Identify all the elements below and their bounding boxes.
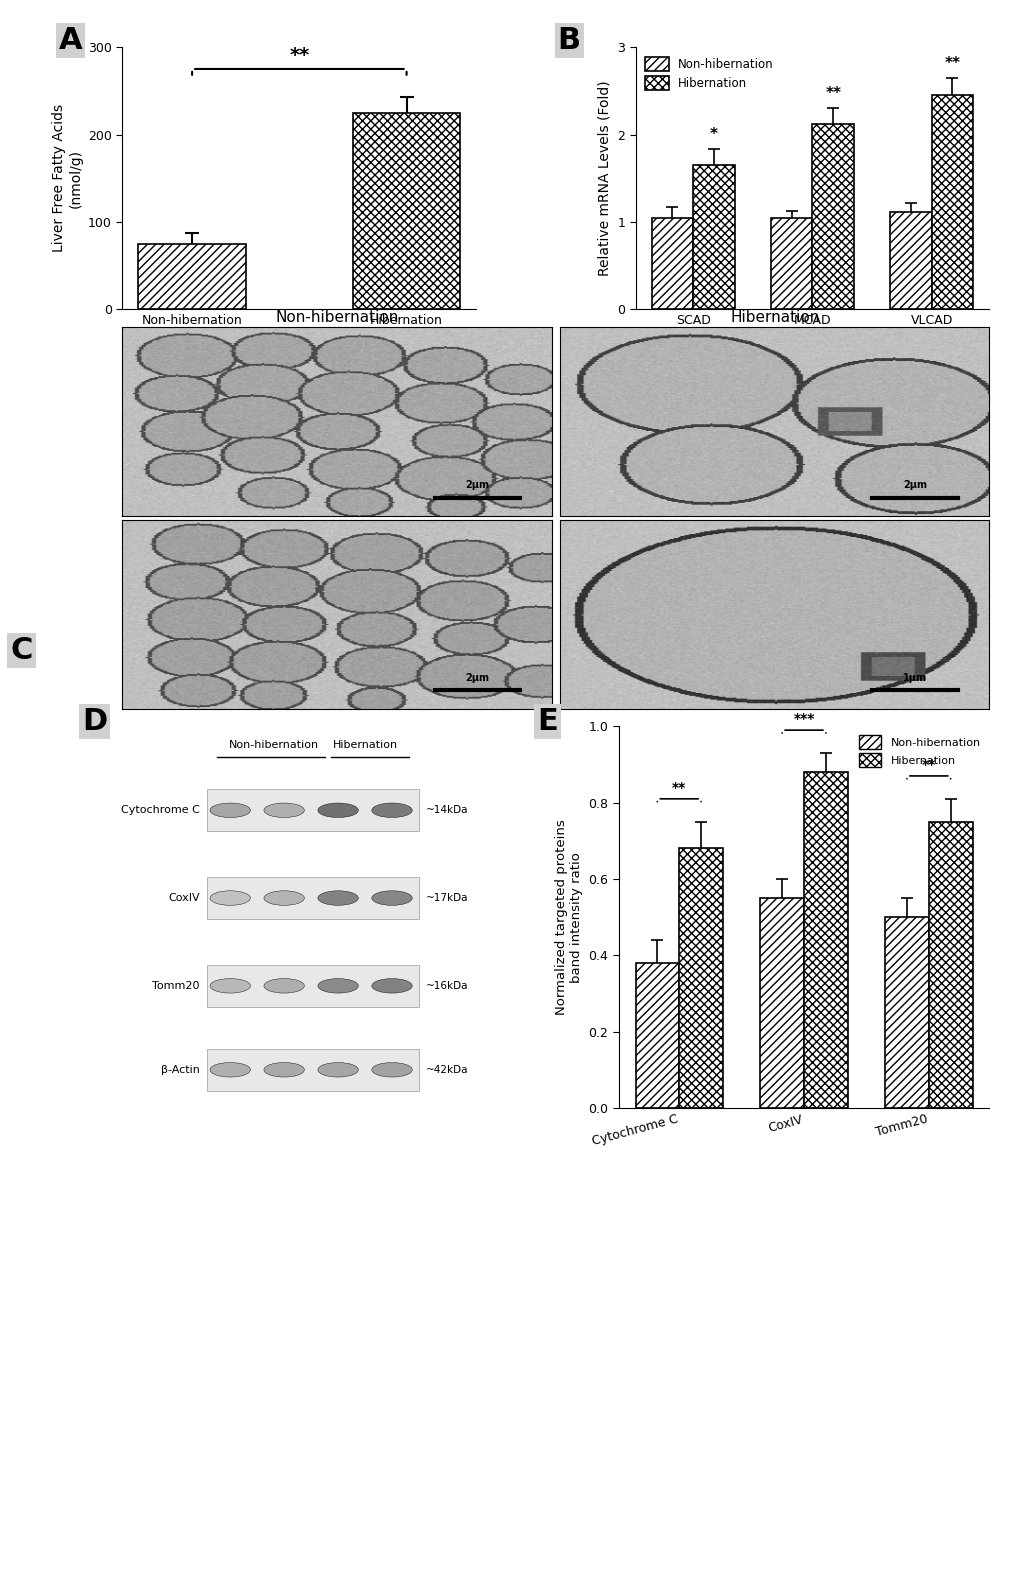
Y-axis label: Liver Free Fatty Acids
(nmol/g): Liver Free Fatty Acids (nmol/g) (52, 104, 83, 253)
Ellipse shape (318, 1063, 358, 1077)
Title: Hibernation: Hibernation (730, 309, 818, 325)
Text: **: ** (921, 758, 935, 772)
Legend: Non-hibernation, Hibernation: Non-hibernation, Hibernation (855, 732, 983, 771)
Text: E: E (537, 706, 557, 736)
Text: ~17kDa: ~17kDa (425, 893, 468, 903)
Text: ~42kDa: ~42kDa (425, 1064, 468, 1075)
Ellipse shape (210, 1063, 251, 1077)
Bar (928, 821, 971, 1108)
Text: **: ** (944, 55, 960, 71)
Text: β-Actin: β-Actin (161, 1064, 200, 1075)
Ellipse shape (210, 802, 251, 818)
Ellipse shape (372, 890, 412, 906)
Ellipse shape (372, 1063, 412, 1077)
Text: C: C (10, 636, 33, 664)
Bar (889, 212, 930, 309)
Ellipse shape (264, 890, 304, 906)
Bar (635, 962, 679, 1108)
Ellipse shape (318, 978, 358, 994)
Text: CoxIV: CoxIV (168, 893, 200, 903)
Text: B: B (557, 27, 580, 55)
Bar (930, 96, 972, 309)
Bar (812, 124, 853, 309)
Legend: Non-hibernation, Hibernation: Non-hibernation, Hibernation (641, 53, 776, 94)
Text: 2μm: 2μm (903, 480, 926, 490)
FancyBboxPatch shape (207, 966, 419, 1006)
Bar (139, 243, 246, 309)
Text: ~14kDa: ~14kDa (425, 805, 468, 815)
Text: ***: *** (793, 713, 814, 727)
Ellipse shape (318, 802, 358, 818)
Ellipse shape (372, 802, 412, 818)
Bar (679, 848, 722, 1108)
Y-axis label: Normalized targeted proteins
band intensity ratio: Normalized targeted proteins band intens… (554, 820, 582, 1016)
Bar (651, 218, 693, 309)
FancyBboxPatch shape (207, 1049, 419, 1091)
Ellipse shape (264, 1063, 304, 1077)
Bar (770, 218, 812, 309)
Text: Tomm20: Tomm20 (152, 981, 200, 991)
Ellipse shape (318, 890, 358, 906)
Text: **: ** (824, 86, 841, 102)
Ellipse shape (372, 978, 412, 994)
Text: 2μm: 2μm (465, 480, 489, 490)
Ellipse shape (210, 978, 251, 994)
Text: **: ** (289, 46, 309, 64)
Y-axis label: Relative mRNA Levels (Fold): Relative mRNA Levels (Fold) (597, 80, 611, 276)
Bar (884, 917, 928, 1108)
Bar (803, 772, 847, 1108)
Ellipse shape (210, 890, 251, 906)
Text: *: * (709, 127, 717, 143)
Bar (693, 165, 735, 309)
Bar (353, 113, 460, 309)
Text: **: ** (672, 780, 686, 794)
Bar (759, 898, 803, 1108)
FancyBboxPatch shape (207, 790, 419, 831)
Text: A: A (59, 27, 83, 55)
Ellipse shape (264, 978, 304, 994)
Text: 1μm: 1μm (903, 672, 926, 683)
Title: Non-hibernation: Non-hibernation (275, 309, 398, 325)
Text: Hibernation: Hibernation (332, 741, 397, 750)
Text: D: D (82, 706, 107, 736)
Text: Non-hibernation: Non-hibernation (229, 741, 319, 750)
Text: Cytochrome C: Cytochrome C (121, 805, 200, 815)
FancyBboxPatch shape (207, 878, 419, 918)
Text: ~16kDa: ~16kDa (425, 981, 468, 991)
Ellipse shape (264, 802, 304, 818)
Text: 2μm: 2μm (465, 672, 489, 683)
